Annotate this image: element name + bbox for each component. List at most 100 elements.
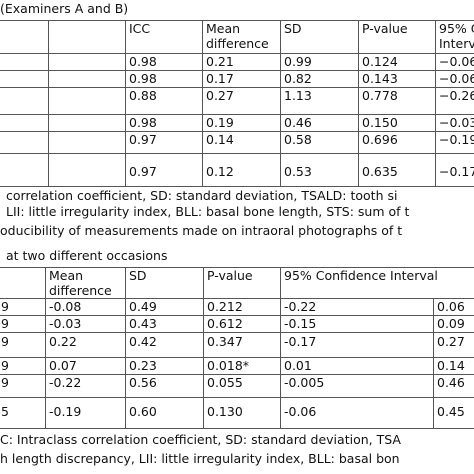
table2-cell: 0.56 (129, 375, 157, 390)
table1-cell: 0.27 (206, 88, 234, 103)
table1-cell: 0.14 (206, 132, 234, 147)
table2-cell: 0.212 (207, 299, 243, 314)
table2-col-rule (203, 267, 204, 428)
table2-cell: 0.43 (129, 316, 157, 331)
table2-cell: 0.60 (129, 404, 157, 419)
table2-cell: 9 (1, 375, 9, 390)
table1-cell: 0.46 (284, 115, 312, 130)
table2-footnote-line2: h length discrepancy, LII: little irregu… (0, 451, 400, 466)
table2-col-rule (125, 267, 126, 428)
table2-header-p-value: P-value (207, 268, 253, 283)
table1-cell: 0.143 (362, 71, 398, 86)
table2-cell: 0.07 (49, 358, 77, 373)
table1-header-icc: ICC (129, 21, 151, 36)
table1-cell: 0.12 (206, 164, 234, 179)
table1-header-ci-line2: Interv (439, 36, 474, 51)
table1-cell: 0.98 (129, 115, 157, 130)
table2-cell: 0.055 (207, 375, 243, 390)
table1-cell: 0.88 (129, 88, 157, 103)
table2-cell: -0.005 (284, 375, 325, 390)
table2-cell: 0.49 (129, 299, 157, 314)
table1-col-rule (358, 20, 359, 186)
table2-cell: 0.612 (207, 316, 243, 331)
table1-row-rule (0, 114, 474, 115)
table2-cell: 9 (1, 299, 9, 314)
table1-cell: 0.97 (129, 164, 157, 179)
table2-cell: -0.22 (49, 375, 82, 390)
table1-cell: 0.19 (206, 115, 234, 130)
table1-cell: 0.97 (129, 132, 157, 147)
table2-cell: 0.01 (284, 358, 312, 373)
table1-cell: 0.635 (362, 164, 398, 179)
table2-cell: 0.45 (437, 404, 465, 419)
table2-row-rule (0, 315, 474, 316)
table2-header-mean-difference-line2: difference (49, 283, 112, 298)
table1-row-rule (0, 70, 474, 71)
table2-cell: 0.06 (437, 299, 465, 314)
table2-cell: -0.17 (284, 334, 317, 349)
table1-cell: −0.26 (439, 88, 474, 103)
table2-caption-line1: oducibility of measurements made on intr… (0, 223, 403, 238)
table2-cell: 0.23 (129, 358, 157, 373)
table1-cell: 0.53 (284, 164, 312, 179)
table1-row-rule (0, 131, 474, 132)
table2-cell: -0.03 (49, 316, 82, 331)
table1-top-rule (0, 20, 474, 21)
table2-top-rule (0, 267, 474, 268)
table1-cell: 0.778 (362, 88, 398, 103)
table1-row-rule (0, 87, 474, 88)
table2-cell: 0.347 (207, 334, 243, 349)
table2-caption-line2: at two different occasions (6, 248, 168, 263)
table1-header-mean-difference-line2: difference (206, 36, 269, 51)
table1-cell: 0.58 (284, 132, 312, 147)
table1-cell: −0.03 (439, 115, 474, 130)
table2-bottom-rule (0, 428, 474, 429)
table2-header-sd: SD (129, 268, 147, 283)
table2-header-ci: 95% Confidence Interval (284, 268, 438, 283)
table1-header-p-value: P-value (362, 21, 408, 36)
table2-cell: 0.27 (437, 334, 465, 349)
table1-cell: −0.17 (439, 164, 474, 179)
table2-cell: 0.42 (129, 334, 157, 349)
table2-cell: 0.22 (49, 334, 77, 349)
table1-header-ci-line1: 95% C (439, 21, 474, 36)
table1-cell: 0.124 (362, 54, 398, 69)
table2-cell: -0.08 (49, 299, 82, 314)
table2-footnote-line1: C: Intraclass correlation coefficient, S… (0, 432, 401, 447)
table1-cell: −0.06 (439, 54, 474, 69)
table1-cell: 0.696 (362, 132, 398, 147)
table1-header-mean-difference-line1: Mean (206, 21, 241, 36)
table2-cell: -0.22 (284, 299, 317, 314)
table1-footnote-line2: LII: little irregularity index, BLL: bas… (6, 204, 410, 219)
table2-cell: 0.09 (437, 316, 465, 331)
table2-cell: -0.15 (284, 316, 317, 331)
table1-cell: 0.99 (284, 54, 312, 69)
table1-cell: 0.98 (129, 71, 157, 86)
table2-cell: 0.46 (437, 375, 465, 390)
table2-row-rule (0, 397, 474, 398)
table1-cell: −0.19 (439, 132, 474, 147)
table1-header-sd: SD (284, 21, 302, 36)
table2-cell: 5 (1, 404, 9, 419)
table2-cell: 0.14 (437, 358, 465, 373)
table1-cell: 1.13 (284, 88, 312, 103)
table1-col-rule (435, 20, 436, 186)
table1-header-rule (0, 53, 474, 54)
table2-col-rule (280, 267, 281, 428)
table2-row-rule (0, 357, 474, 358)
table1-col-rule (48, 20, 49, 186)
table2-cell: 0.018* (207, 358, 250, 373)
table1-cell: 0.98 (129, 54, 157, 69)
table1-cell: 0.17 (206, 71, 234, 86)
table1-cell: 0.150 (362, 115, 398, 130)
table2-cell: -0.06 (284, 404, 317, 419)
table2-cell: 0.130 (207, 404, 243, 419)
table1-footnote-line1: correlation coefficient, SD: standard de… (6, 188, 398, 203)
table1-col-rule (280, 20, 281, 186)
table2-cell: 9 (1, 316, 9, 331)
table1-cell: 0.21 (206, 54, 234, 69)
table1-bottom-rule (0, 186, 474, 187)
table2-col-rule (45, 267, 46, 428)
table2-header-mean-difference-line1: Mean (49, 268, 84, 283)
table1-cell: −0.06 (439, 71, 474, 86)
